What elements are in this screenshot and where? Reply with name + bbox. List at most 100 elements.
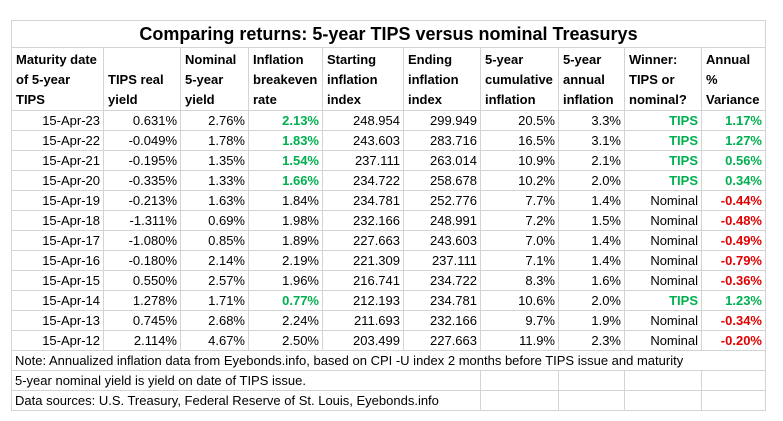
cumulative-inflation-cell: 7.7% [480, 190, 559, 211]
winner-cell: Nominal [624, 190, 702, 211]
breakeven-cell: 1.54% [248, 150, 323, 171]
table-title: Comparing returns: 5-year TIPS versus no… [11, 20, 766, 48]
tips-real-yield-cell: 0.631% [103, 110, 181, 131]
breakeven-cell: 1.89% [248, 230, 323, 251]
table-row: 15-Apr-13 0.745% 2.68% 2.24% 211.693 232.166 9… [11, 310, 766, 331]
tips-real-yield-cell: -0.049% [103, 130, 181, 151]
spreadsheet: Comparing returns: 5-year TIPS versus no… [11, 20, 766, 411]
winner-cell: Nominal [624, 330, 702, 351]
variance-cell: -0.79% [701, 250, 766, 271]
nominal-yield-cell: 1.78% [180, 130, 249, 151]
tips-real-yield-cell: -1.080% [103, 230, 181, 251]
cumulative-inflation-cell: 7.2% [480, 210, 559, 231]
nominal-yield-cell: 0.69% [180, 210, 249, 231]
table-row: 15-Apr-22 -0.049% 1.78% 1.83% 243.603 283.716… [11, 130, 766, 151]
ending-index-cell: 263.014 [403, 150, 481, 171]
maturity-date-cell: 15-Apr-18 [11, 210, 104, 231]
annual-inflation-cell: 1.4% [558, 190, 625, 211]
annual-inflation-cell: 3.3% [558, 110, 625, 131]
breakeven-cell: 2.19% [248, 250, 323, 271]
table-row: 15-Apr-21 -0.195% 1.35% 1.54% 237.111 263.014… [11, 150, 766, 171]
tips-real-yield-cell: 0.745% [103, 310, 181, 331]
starting-index-cell: 232.166 [322, 210, 404, 231]
header-starting-index: Starting inflation index [322, 47, 404, 111]
nominal-yield-cell: 1.35% [180, 150, 249, 171]
tips-real-yield-cell: -1.311% [103, 210, 181, 231]
maturity-date-cell: 15-Apr-14 [11, 290, 104, 311]
table-row: 15-Apr-15 0.550% 2.57% 1.96% 216.741 234.722 8… [11, 270, 766, 291]
nominal-yield-cell: 1.71% [180, 290, 249, 311]
starting-index-cell: 216.741 [322, 270, 404, 291]
annual-inflation-cell: 2.0% [558, 170, 625, 191]
breakeven-cell: 1.83% [248, 130, 323, 151]
header-annual-variance: Annual % Variance [701, 47, 766, 111]
tips-real-yield-cell: 1.278% [103, 290, 181, 311]
maturity-date-cell: 15-Apr-12 [11, 330, 104, 351]
header-nominal-yield: Nominal 5-year yield [180, 47, 249, 111]
variance-cell: 1.17% [701, 110, 766, 131]
note-nominal-yield: 5-year nominal yield is yield on date of… [11, 370, 481, 391]
winner-cell: Nominal [624, 270, 702, 291]
tips-real-yield-cell: -0.180% [103, 250, 181, 271]
starting-index-cell: 234.781 [322, 190, 404, 211]
maturity-date-cell: 15-Apr-22 [11, 130, 104, 151]
variance-cell: -0.20% [701, 330, 766, 351]
breakeven-cell: 1.98% [248, 210, 323, 231]
annual-inflation-cell: 2.0% [558, 290, 625, 311]
maturity-date-cell: 15-Apr-17 [11, 230, 104, 251]
maturity-date-cell: 15-Apr-13 [11, 310, 104, 331]
nominal-yield-cell: 2.68% [180, 310, 249, 331]
header-ending-index: Ending inflation index [403, 47, 481, 111]
tips-real-yield-cell: -0.213% [103, 190, 181, 211]
ending-index-cell: 283.716 [403, 130, 481, 151]
header-winner: Winner: TIPS or nominal? [624, 47, 702, 111]
starting-index-cell: 221.309 [322, 250, 404, 271]
variance-cell: -0.49% [701, 230, 766, 251]
maturity-date-cell: 15-Apr-15 [11, 270, 104, 291]
cumulative-inflation-cell: 7.1% [480, 250, 559, 271]
winner-cell: TIPS [624, 130, 702, 151]
header-row: Maturity date of 5-year TIPS TIPS real y… [11, 47, 766, 111]
cumulative-inflation-cell: 16.5% [480, 130, 559, 151]
maturity-date-cell: 15-Apr-20 [11, 170, 104, 191]
table-row: 15-Apr-16 -0.180% 2.14% 2.19% 221.309 237.111… [11, 250, 766, 271]
ending-index-cell: 232.166 [403, 310, 481, 331]
ending-index-cell: 258.678 [403, 170, 481, 191]
winner-cell: Nominal [624, 210, 702, 231]
annual-inflation-cell: 2.1% [558, 150, 625, 171]
nominal-yield-cell: 2.76% [180, 110, 249, 131]
variance-cell: 1.23% [701, 290, 766, 311]
tips-real-yield-cell: -0.195% [103, 150, 181, 171]
winner-cell: TIPS [624, 110, 702, 131]
table-row: 15-Apr-20 -0.335% 1.33% 1.66% 234.722 258.678… [11, 170, 766, 191]
starting-index-cell: 203.499 [322, 330, 404, 351]
starting-index-cell: 248.954 [322, 110, 404, 131]
cumulative-inflation-cell: 20.5% [480, 110, 559, 131]
variance-cell: 0.56% [701, 150, 766, 171]
nominal-yield-cell: 1.33% [180, 170, 249, 191]
ending-index-cell: 234.722 [403, 270, 481, 291]
variance-cell: 1.27% [701, 130, 766, 151]
annual-inflation-cell: 1.6% [558, 270, 625, 291]
note-data-sources: Data sources: U.S. Treasury, Federal Res… [11, 390, 481, 411]
header-breakeven-rate: Inflation breakeven rate [248, 47, 323, 111]
breakeven-cell: 1.96% [248, 270, 323, 291]
header-annual-inflation: 5-year annual inflation [558, 47, 625, 111]
cumulative-inflation-cell: 8.3% [480, 270, 559, 291]
maturity-date-cell: 15-Apr-16 [11, 250, 104, 271]
table-row: 15-Apr-18 -1.311% 0.69% 1.98% 232.166 248.991… [11, 210, 766, 231]
breakeven-cell: 2.50% [248, 330, 323, 351]
annual-inflation-cell: 1.5% [558, 210, 625, 231]
starting-index-cell: 237.111 [322, 150, 404, 171]
variance-cell: 0.34% [701, 170, 766, 191]
breakeven-cell: 1.66% [248, 170, 323, 191]
breakeven-cell: 2.24% [248, 310, 323, 331]
winner-cell: Nominal [624, 230, 702, 251]
table-row: 15-Apr-19 -0.213% 1.63% 1.84% 234.781 252.776… [11, 190, 766, 211]
cumulative-inflation-cell: 11.9% [480, 330, 559, 351]
annual-inflation-cell: 3.1% [558, 130, 625, 151]
maturity-date-cell: 15-Apr-21 [11, 150, 104, 171]
nominal-yield-cell: 2.14% [180, 250, 249, 271]
ending-index-cell: 234.781 [403, 290, 481, 311]
note-inflation-source: Note: Annualized inflation data from Eye… [11, 350, 766, 371]
